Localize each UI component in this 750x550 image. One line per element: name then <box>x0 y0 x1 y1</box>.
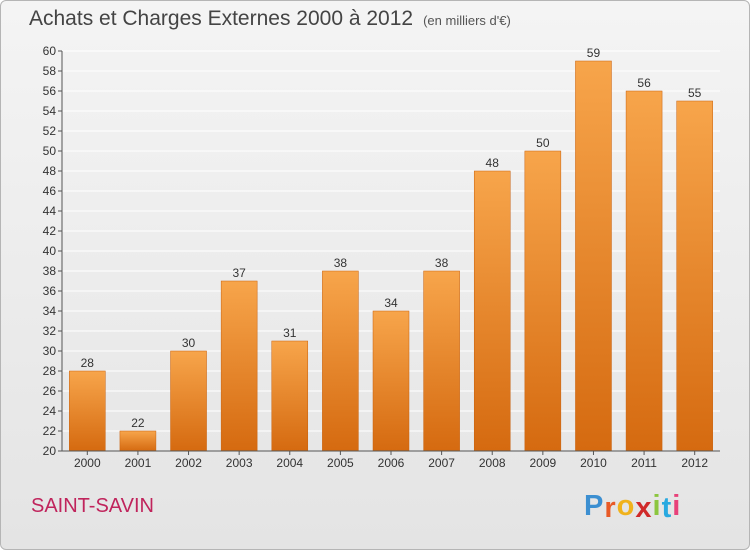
y-tick-label: 38 <box>43 264 57 278</box>
bar <box>271 340 309 452</box>
data-labels: 28 22 30 37 31 38 34 38 48 50 59 56 55 <box>81 46 702 430</box>
x-tick-label: 2011 <box>631 456 657 470</box>
bar <box>473 170 511 452</box>
y-tick-label: 28 <box>43 364 57 378</box>
logo-letter: t <box>661 492 673 524</box>
logo-letter: P <box>584 490 605 522</box>
x-tick-label: 2000 <box>74 456 101 470</box>
data-label: 38 <box>334 256 348 270</box>
data-label: 31 <box>283 326 297 340</box>
data-label: 48 <box>486 156 500 170</box>
x-tick-label: 2008 <box>479 456 506 470</box>
y-tick-label: 26 <box>43 384 57 398</box>
data-label: 56 <box>637 76 651 90</box>
bar <box>423 270 460 452</box>
x-tick-label: 2007 <box>428 456 455 470</box>
commune-name: SAINT-SAVIN <box>31 495 154 517</box>
y-axis: 20 22 24 26 28 30 32 34 36 38 40 42 44 46 48 50 52 54 56 58… <box>43 44 63 458</box>
data-label: 55 <box>688 86 702 100</box>
y-tick-label: 52 <box>43 124 57 138</box>
y-tick-label: 20 <box>43 444 57 458</box>
x-tick-label: 2001 <box>125 456 152 470</box>
y-tick-label: 46 <box>43 184 57 198</box>
x-tick-label: 2012 <box>681 456 708 470</box>
x-tick-label: 2010 <box>580 456 607 470</box>
y-tick-label: 32 <box>43 324 57 338</box>
bar <box>625 90 663 452</box>
y-tick-label: 48 <box>43 164 57 178</box>
bar <box>676 100 713 452</box>
proxiti-logo: Proxiti <box>584 490 682 524</box>
y-tick-label: 22 <box>43 424 57 438</box>
logo-letter: i <box>672 490 682 522</box>
y-tick-label: 50 <box>43 144 57 158</box>
bar <box>170 350 207 452</box>
y-tick-label: 34 <box>43 304 57 318</box>
x-tick-label: 2003 <box>226 456 253 470</box>
x-tick-label: 2004 <box>276 456 303 470</box>
x-tick-label: 2002 <box>175 456 202 470</box>
y-tick-label: 24 <box>43 404 57 418</box>
y-tick-label: 58 <box>43 64 57 78</box>
y-tick-label: 42 <box>43 224 57 238</box>
bar <box>220 280 258 452</box>
y-tick-label: 40 <box>43 244 57 258</box>
y-tick-label: 36 <box>43 284 57 298</box>
y-tick-label: 56 <box>43 84 57 98</box>
y-tick-label: 60 <box>43 44 57 58</box>
x-tick-label: 2009 <box>529 456 556 470</box>
x-axis: 2000 2001 2002 2003 2004 2005 2006 2007 2008 2009… <box>62 450 720 470</box>
data-label: 37 <box>232 266 246 280</box>
bar <box>372 310 410 452</box>
bars <box>69 60 713 452</box>
logo-letter: r <box>604 492 617 524</box>
data-label: 38 <box>435 256 449 270</box>
logo-letter: i <box>652 490 662 522</box>
data-label: 22 <box>131 416 145 430</box>
data-label: 59 <box>587 46 601 60</box>
x-tick-label: 2006 <box>378 456 405 470</box>
logo-letter: o <box>616 490 636 522</box>
bar <box>524 150 562 452</box>
y-tick-label: 54 <box>43 104 57 118</box>
data-label: 34 <box>384 296 398 310</box>
data-label: 30 <box>182 336 196 350</box>
logo-letter: x <box>635 492 653 524</box>
bar <box>119 430 157 452</box>
y-tick-label: 44 <box>43 204 57 218</box>
chart-title: Achats et Charges Externes 2000 à 2012 (e… <box>29 7 511 31</box>
bar <box>69 370 106 452</box>
x-tick-label: 2005 <box>327 456 354 470</box>
bar <box>575 60 612 452</box>
title-text: Achats et Charges Externes 2000 à 2012 <box>29 7 414 30</box>
data-label: 50 <box>536 136 550 150</box>
data-label: 28 <box>81 356 95 370</box>
bar <box>322 270 359 452</box>
y-tick-label: 30 <box>43 344 57 358</box>
chart-subtitle: (en milliers d'€) <box>423 13 511 28</box>
